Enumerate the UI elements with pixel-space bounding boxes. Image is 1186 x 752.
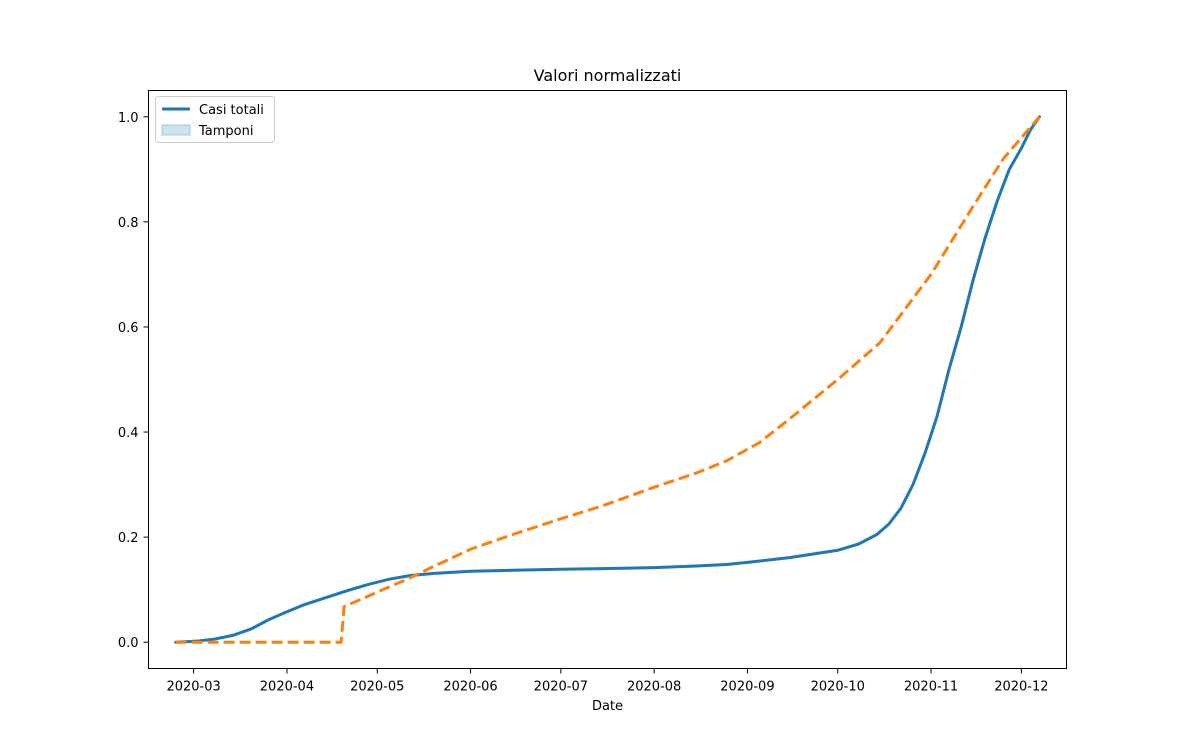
chart-title: Valori normalizzati: [534, 66, 682, 85]
series-line-casi-totali: [174, 115, 1041, 644]
y-tick-label: 0.6: [118, 321, 139, 336]
x-tick-label: 2020-12: [994, 680, 1048, 695]
x-axis: 2020-03 2020-04 2020-05 2020-06 2020-07 2020-…: [166, 668, 1049, 695]
x-axis-label: Date: [592, 699, 623, 714]
x-tick-label: 2020-08: [627, 680, 681, 695]
series-line-tamponi: [175, 115, 1041, 644]
x-tick-label: 2020-03: [166, 680, 220, 695]
y-tick-label: 0.4: [118, 426, 139, 441]
plot-area: [148, 90, 1067, 669]
x-tick-label: 2020-07: [534, 680, 588, 695]
x-tick-label: 2020-11: [904, 680, 958, 695]
x-tick-label: 2020-10: [811, 680, 865, 695]
legend: Casi totali Tamponi: [155, 96, 275, 143]
series-layer: [174, 115, 1041, 644]
legend-label-tamponi: Tamponi: [198, 124, 253, 139]
x-tick-label: 2020-04: [260, 680, 314, 695]
y-tick-label: 1.0: [118, 111, 139, 126]
x-tick-label: 2020-09: [720, 680, 774, 695]
x-tick-label: 2020-05: [350, 680, 404, 695]
y-tick-label: 0.8: [118, 216, 139, 231]
y-tick-label: 0.2: [118, 531, 139, 546]
y-tick-label: 0.0: [118, 636, 139, 651]
legend-swatch-tamponi: [161, 124, 191, 136]
x-tick-label: 2020-06: [443, 680, 497, 695]
y-axis: 0.0 0.2 0.4 0.6 0.8 1.0: [118, 111, 149, 651]
legend-label-casi-totali: Casi totali: [199, 103, 264, 118]
plot-frame: [148, 90, 1067, 669]
